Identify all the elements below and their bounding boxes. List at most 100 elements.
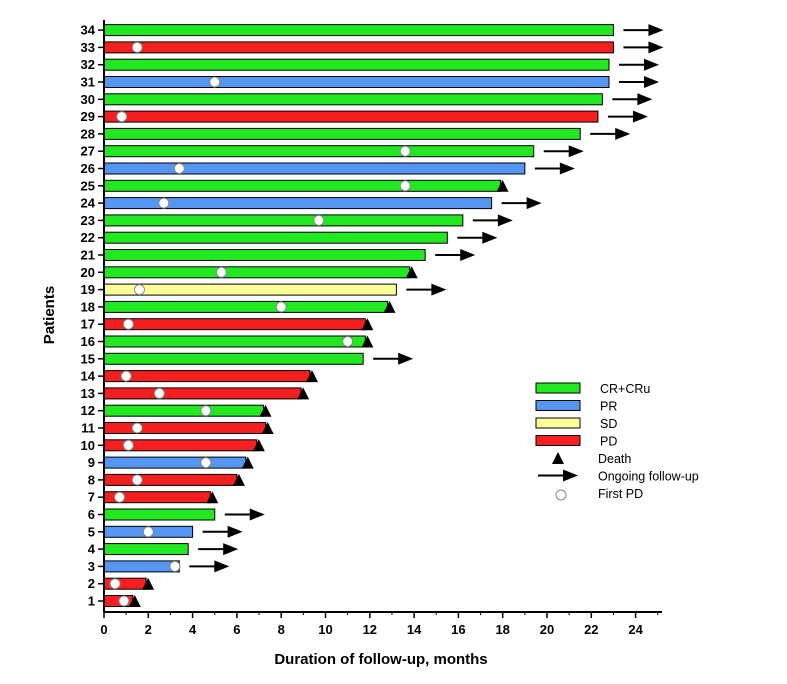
ongoing-arrow-33-head bbox=[648, 41, 664, 54]
y-tick-label-1: 1 bbox=[88, 594, 95, 609]
bar-patient-4 bbox=[103, 543, 189, 556]
first-pd-marker-18 bbox=[275, 301, 287, 313]
ongoing-arrow-22-head bbox=[482, 231, 498, 244]
legend: CR+CRu PR SD PD Death Ongoing follow-up First … bbox=[535, 382, 699, 501]
first-pd-marker-2 bbox=[109, 578, 121, 590]
x-axis-label: Duration of follow-up, months bbox=[274, 651, 487, 668]
ongoing-arrow-30 bbox=[612, 93, 653, 106]
y-tick-label-25: 25 bbox=[81, 178, 95, 193]
bar-patient-25 bbox=[103, 179, 501, 192]
first-pd-marker-29 bbox=[116, 111, 128, 123]
y-tick-label-17: 17 bbox=[81, 317, 95, 332]
legend-pd-label: PD bbox=[600, 435, 617, 449]
bar-patient-18 bbox=[103, 300, 389, 313]
y-tick-label-10: 10 bbox=[81, 438, 95, 453]
first-pd-marker-17 bbox=[122, 318, 134, 330]
bar-patient-14 bbox=[103, 370, 311, 383]
ongoing-arrow-3 bbox=[189, 560, 230, 573]
first-pd-marker-16 bbox=[342, 336, 354, 347]
x-tick-label-12: 12 bbox=[363, 622, 377, 637]
first-pd-marker-14 bbox=[120, 370, 132, 382]
death-marker-13 bbox=[297, 387, 310, 400]
first-pd-marker-12 bbox=[200, 405, 212, 417]
ongoing-arrow-23 bbox=[472, 214, 513, 227]
y-tick-label-18: 18 bbox=[81, 299, 95, 314]
bar-patient-33 bbox=[103, 41, 614, 54]
x-tick-label-16: 16 bbox=[451, 622, 465, 637]
legend-cr-cru-label: CR+CRu bbox=[600, 382, 650, 396]
ongoing-arrow-15-head bbox=[398, 352, 414, 365]
death-marker-11 bbox=[261, 422, 274, 434]
death-marker-20 bbox=[405, 266, 418, 279]
y-tick-label-19: 19 bbox=[81, 282, 95, 297]
ongoing-arrow-4 bbox=[198, 543, 239, 556]
y-tick-label-24: 24 bbox=[81, 196, 96, 211]
ongoing-arrow-15 bbox=[373, 352, 414, 365]
y-tick-label-22: 22 bbox=[81, 230, 95, 245]
ongoing-arrow-33 bbox=[623, 41, 664, 54]
ongoing-arrow-24-head bbox=[526, 197, 542, 210]
first-pd-marker-23 bbox=[313, 214, 325, 226]
first-pd-marker-8 bbox=[131, 474, 143, 486]
ongoing-arrow-19 bbox=[406, 283, 447, 296]
death-marker-7 bbox=[206, 491, 219, 504]
death-marker-2 bbox=[142, 577, 155, 590]
ongoing-arrow-3-head bbox=[214, 560, 230, 573]
legend-death-swatch bbox=[552, 452, 564, 464]
bar-patient-21 bbox=[103, 249, 426, 261]
x-tick-label-0: 0 bbox=[100, 622, 107, 637]
y-tick-label-30: 30 bbox=[81, 92, 95, 107]
first-pd-marker-10 bbox=[122, 439, 134, 451]
legend-cr-cru-swatch bbox=[535, 382, 581, 394]
ongoing-arrow-29 bbox=[607, 110, 648, 123]
bar-patient-16 bbox=[103, 335, 366, 348]
first-pd-marker-11 bbox=[131, 422, 143, 434]
death-marker-18 bbox=[383, 300, 396, 313]
x-tick-label-4: 4 bbox=[189, 622, 197, 637]
y-tick-label-2: 2 bbox=[88, 576, 95, 591]
death-marker-10 bbox=[252, 439, 265, 452]
death-marker-16 bbox=[361, 335, 374, 348]
ongoing-arrow-19-head bbox=[431, 283, 447, 296]
ongoing-arrow-21-head bbox=[460, 249, 476, 261]
y-tick-label-26: 26 bbox=[81, 161, 95, 176]
first-pd-marker-27 bbox=[399, 145, 411, 157]
ongoing-arrow-30-head bbox=[637, 93, 653, 106]
y-tick-label-5: 5 bbox=[88, 524, 95, 539]
bar-patient-31 bbox=[103, 76, 610, 88]
y-tick-label-20: 20 bbox=[81, 265, 95, 280]
ongoing-arrow-31-head bbox=[644, 76, 660, 88]
y-tick-label-14: 14 bbox=[81, 369, 96, 384]
death-marker-12 bbox=[259, 404, 272, 417]
x-tick-label-10: 10 bbox=[318, 622, 332, 637]
y-tick-label-21: 21 bbox=[81, 248, 95, 263]
first-pd-marker-13 bbox=[153, 387, 165, 399]
first-pd-marker-9 bbox=[200, 457, 212, 469]
x-tick-label-24: 24 bbox=[628, 622, 643, 637]
ongoing-arrow-21 bbox=[435, 249, 476, 261]
bar-patient-15 bbox=[103, 352, 364, 365]
y-tick-label-33: 33 bbox=[81, 40, 95, 55]
first-pd-marker-33 bbox=[131, 41, 143, 53]
y-tick-label-32: 32 bbox=[81, 57, 95, 72]
first-pd-marker-20 bbox=[215, 266, 227, 278]
y-tick-label-9: 9 bbox=[88, 455, 95, 470]
legend-pr-label: PR bbox=[600, 400, 617, 414]
bar-patient-12 bbox=[103, 404, 264, 417]
first-pd-marker-5 bbox=[142, 526, 154, 538]
death-marker-17 bbox=[361, 318, 374, 331]
bar-patient-28 bbox=[103, 127, 581, 140]
ongoing-arrow-6 bbox=[224, 508, 265, 521]
ongoing-arrow-26 bbox=[534, 162, 575, 175]
legend-pr-swatch bbox=[535, 400, 581, 411]
y-tick-label-28: 28 bbox=[81, 126, 95, 141]
y-tick-label-29: 29 bbox=[81, 109, 95, 124]
ongoing-arrow-6-head bbox=[249, 508, 265, 521]
x-tick-label-18: 18 bbox=[495, 622, 509, 637]
first-pd-marker-19 bbox=[133, 284, 145, 296]
y-tick-label-7: 7 bbox=[88, 490, 95, 505]
y-tick-label-13: 13 bbox=[81, 386, 95, 401]
legend-ongoing-follow-up-label: Ongoing follow-up bbox=[598, 470, 699, 484]
ongoing-arrow-22 bbox=[457, 231, 498, 244]
